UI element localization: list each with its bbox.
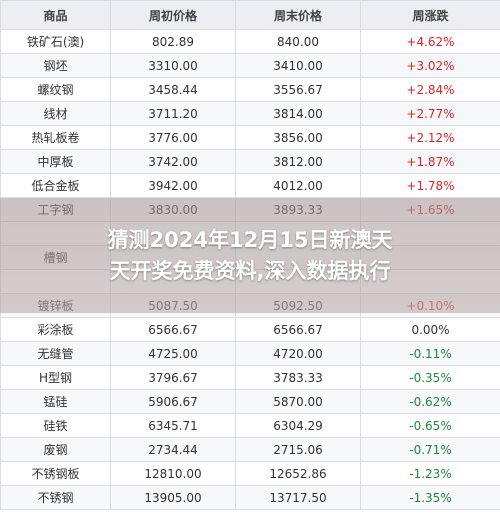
table-row: 线材 3711.20 3814.00 +2.77% [0, 101, 500, 126]
product-name-cell: 不锈钢板 [0, 461, 111, 486]
weekly-change-cell: +2.12% [360, 125, 500, 150]
week-start-price-cell: 3796.67 [110, 365, 236, 390]
weekly-change-cell: +2.77% [360, 101, 500, 126]
week-end-price-cell: 5870.00 [235, 389, 361, 414]
week-start-price-cell: 3458.44 [110, 77, 236, 102]
week-end-price-cell: 3814.00 [235, 101, 361, 126]
table-row: 不锈钢板 12810.00 12652.86 -1.23% [0, 461, 500, 486]
week-end-price-cell: 3856.00 [235, 125, 361, 150]
week-end-price-cell: 3783.33 [235, 365, 361, 390]
product-name-cell: 低合金板 [0, 173, 111, 198]
product-name-cell: 线材 [0, 101, 111, 126]
table-row: 废钢 2734.44 2715.06 -0.71% [0, 437, 500, 462]
table-row: 彩涂板 6566.67 6566.67 0.00% [0, 317, 500, 342]
watermark-overlay [0, 198, 500, 313]
table-row: 锰硅 5906.67 5870.00 -0.62% [0, 389, 500, 414]
column-header-weekly-change: 周涨跌 [360, 0, 500, 30]
week-end-price-cell: 6304.29 [235, 413, 361, 438]
overlay-title-line-2: 天开奖免费资料,深入数据执行 [109, 259, 391, 283]
table-row: 热轧板卷 3776.00 3856.00 +2.12% [0, 125, 500, 150]
table-row: H型钢 3796.67 3783.33 -0.35% [0, 365, 500, 390]
weekly-change-cell: +4.62% [360, 29, 500, 54]
table-row: 无缝管 4725.00 4720.00 -0.11% [0, 341, 500, 366]
weekly-change-cell: 0.00% [360, 317, 500, 342]
week-start-price-cell: 3776.00 [110, 125, 236, 150]
table-row: 铁矿石(澳) 802.89 840.00 +4.62% [0, 29, 500, 54]
week-start-price-cell: 3742.00 [110, 149, 236, 174]
weekly-change-cell: -0.65% [360, 413, 500, 438]
table-row: 硅铁 6345.71 6304.29 -0.65% [0, 413, 500, 438]
week-start-price-cell: 3942.00 [110, 173, 236, 198]
week-end-price-cell: 4720.00 [235, 341, 361, 366]
column-header-week-end-price: 周末价格 [235, 0, 361, 30]
product-name-cell: 锰硅 [0, 389, 111, 414]
weekly-change-cell: -0.35% [360, 365, 500, 390]
product-name-cell: 热轧板卷 [0, 125, 111, 150]
week-start-price-cell: 6566.67 [110, 317, 236, 342]
week-end-price-cell: 3812.00 [235, 149, 361, 174]
table-row: 不锈钢 13905.00 13717.50 -1.35% [0, 485, 500, 510]
weekly-change-cell: -0.62% [360, 389, 500, 414]
week-end-price-cell: 6566.67 [235, 317, 361, 342]
week-end-price-cell: 4012.00 [235, 173, 361, 198]
product-name-cell: 废钢 [0, 437, 111, 462]
table-row: 中厚板 3742.00 3812.00 +1.87% [0, 149, 500, 174]
column-header-week-start-price: 周初价格 [110, 0, 236, 30]
weekly-change-cell: +3.02% [360, 53, 500, 78]
weekly-change-cell: +1.87% [360, 149, 500, 174]
week-start-price-cell: 5906.67 [110, 389, 236, 414]
week-start-price-cell: 4725.00 [110, 341, 236, 366]
column-header-product: 商品 [0, 0, 111, 30]
week-end-price-cell: 3556.67 [235, 77, 361, 102]
week-end-price-cell: 2715.06 [235, 437, 361, 462]
product-name-cell: 彩涂板 [0, 317, 111, 342]
weekly-change-cell: -1.23% [360, 461, 500, 486]
product-name-cell: 硅铁 [0, 413, 111, 438]
week-start-price-cell: 3310.00 [110, 53, 236, 78]
overlay-title-line-1: 猜测2024年12月15日新澳天 [107, 228, 393, 252]
product-name-cell: 铁矿石(澳) [0, 29, 111, 54]
weekly-change-cell: +2.84% [360, 77, 500, 102]
product-name-cell: 无缝管 [0, 341, 111, 366]
week-start-price-cell: 12810.00 [110, 461, 236, 486]
week-end-price-cell: 12652.86 [235, 461, 361, 486]
weekly-change-cell: +1.78% [360, 173, 500, 198]
product-name-cell: 钢坯 [0, 53, 111, 78]
weekly-change-cell: -0.71% [360, 437, 500, 462]
week-start-price-cell: 2734.44 [110, 437, 236, 462]
product-name-cell: 中厚板 [0, 149, 111, 174]
table-row: 钢坯 3310.00 3410.00 +3.02% [0, 53, 500, 78]
table-row: 螺纹钢 3458.44 3556.67 +2.84% [0, 77, 500, 102]
week-start-price-cell: 3711.20 [110, 101, 236, 126]
week-end-price-cell: 13717.50 [235, 485, 361, 510]
table-row: 低合金板 3942.00 4012.00 +1.78% [0, 173, 500, 198]
product-name-cell: H型钢 [0, 365, 111, 390]
week-start-price-cell: 6345.71 [110, 413, 236, 438]
week-end-price-cell: 840.00 [235, 29, 361, 54]
table-header-row: 商品 周初价格 周末价格 周涨跌 [0, 0, 500, 30]
product-name-cell: 不锈钢 [0, 485, 111, 510]
weekly-change-cell: -1.35% [360, 485, 500, 510]
week-start-price-cell: 13905.00 [110, 485, 236, 510]
weekly-change-cell: -0.11% [360, 341, 500, 366]
week-end-price-cell: 3410.00 [235, 53, 361, 78]
product-name-cell: 螺纹钢 [0, 77, 111, 102]
week-start-price-cell: 802.89 [110, 29, 236, 54]
